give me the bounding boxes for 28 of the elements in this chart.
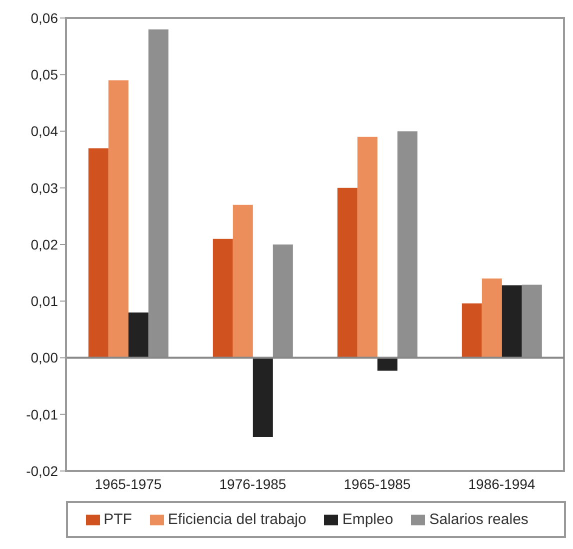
y-tick-label: 0,00 (30, 350, 58, 366)
bar (337, 188, 358, 358)
bar (232, 204, 253, 358)
y-tick-label: 0,06 (30, 10, 58, 26)
bar (482, 278, 502, 358)
legend-label: Eficiencia del trabajo (168, 511, 306, 528)
y-tick-label: -0,02 (26, 462, 58, 479)
y-tick-label: 0,05 (30, 66, 58, 83)
bar (128, 312, 148, 358)
y-tick-label: -0,01 (26, 406, 58, 422)
bar (212, 238, 233, 358)
bar (357, 136, 378, 358)
legend-label: PTF (104, 511, 132, 528)
x-tick-label: 1976-1985 (219, 476, 286, 492)
y-tick-label: 0,01 (30, 293, 58, 310)
y-tick-label: 0,04 (30, 123, 58, 140)
bar (108, 80, 128, 358)
bar (88, 148, 108, 358)
y-tick-label: 0,02 (30, 236, 58, 252)
bar (462, 303, 482, 358)
bar (252, 358, 273, 438)
legend-label: Empleo (342, 511, 394, 528)
x-tick-label: 1965-1975 (94, 476, 162, 492)
legend-label: Salarios reales (429, 511, 528, 528)
x-tick-label: 1965-1985 (344, 476, 411, 492)
x-tick-label: 1986-1994 (468, 476, 536, 492)
y-tick-label: 0,03 (30, 180, 58, 196)
bar (502, 285, 522, 358)
